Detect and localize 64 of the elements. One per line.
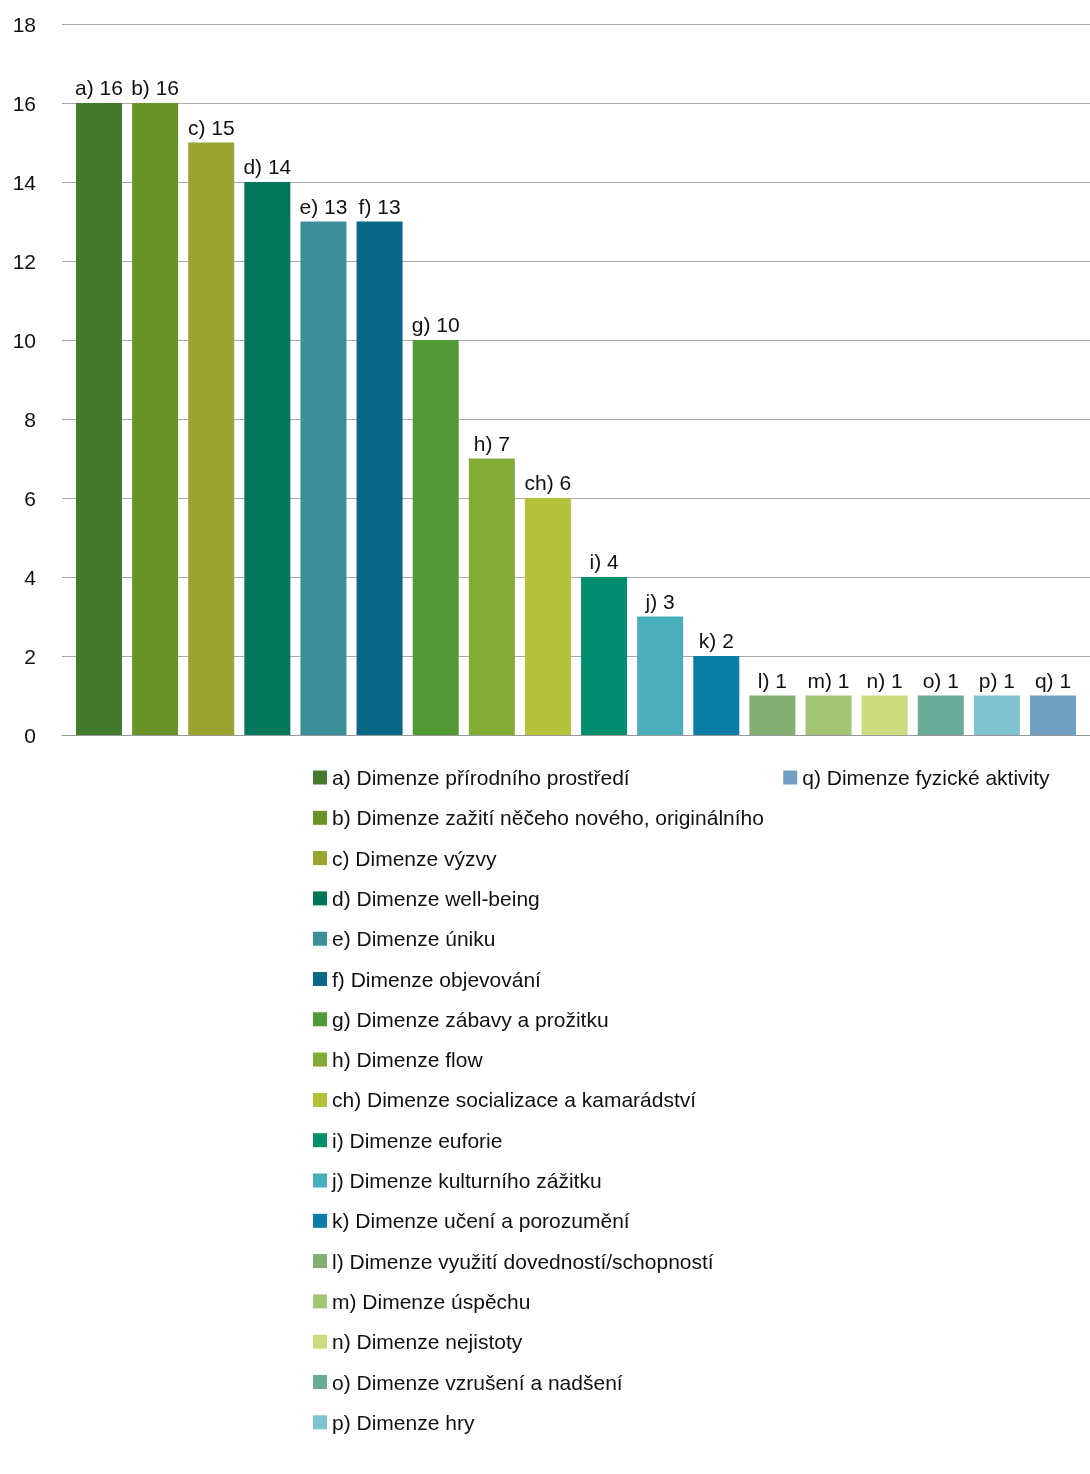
bar (693, 656, 740, 735)
bar (188, 142, 235, 735)
data-label: p) 1 (978, 668, 1015, 692)
y-tick-label: 0 (24, 723, 36, 747)
legend-label: p) Dimenze hry (332, 1410, 475, 1434)
legend-label: ch) Dimenze socializace a kamarádství (332, 1088, 697, 1112)
y-tick-label: 16 (12, 91, 36, 115)
data-label: d) 14 (243, 155, 292, 178)
legend-label: n) Dimenze nejistoty (332, 1330, 523, 1354)
data-label: ch) 6 (524, 471, 572, 494)
bar (75, 103, 122, 735)
bar (132, 103, 179, 735)
bar (917, 695, 964, 735)
data-label: c) 15 (187, 115, 235, 139)
y-tick-label: 12 (12, 249, 36, 273)
bar (468, 458, 515, 735)
legend-label: j) Dimenze kulturního zážitku (331, 1169, 602, 1192)
bar (244, 182, 291, 735)
legend-label: l) Dimenze využití dovedností/schopností (332, 1249, 714, 1273)
bar (749, 695, 796, 735)
y-tick-label: 18 (12, 12, 36, 36)
data-label: i) 4 (589, 550, 619, 573)
y-tick-label: 6 (24, 486, 36, 510)
y-tick-label: 4 (24, 565, 37, 589)
data-label: o) 1 (922, 668, 959, 692)
data-label: e) 13 (299, 194, 348, 218)
bar (861, 695, 908, 735)
bar (805, 695, 852, 735)
legend-label: o) Dimenze vzrušení a nadšení (332, 1370, 623, 1394)
data-label: j) 3 (644, 589, 675, 613)
legend-label: i) Dimenze euforie (332, 1128, 503, 1152)
bar (356, 221, 403, 735)
data-label: k) 2 (698, 629, 734, 652)
y-tick-label: 10 (12, 328, 36, 352)
data-label: n) 1 (866, 668, 903, 692)
data-label: g) 10 (411, 313, 460, 336)
legend-label: h) Dimenze flow (332, 1048, 484, 1072)
bar (300, 221, 347, 735)
legend-label: e) Dimenze úniku (332, 927, 496, 951)
legend-label: q) Dimenze fyzické aktivity (802, 766, 1051, 789)
bar (973, 695, 1020, 735)
y-tick-label: 2 (24, 644, 36, 668)
bar (412, 340, 459, 735)
data-label: l) 1 (757, 668, 788, 692)
data-label: f) 13 (358, 194, 401, 218)
legend-label: b) Dimenze zažití něčeho nového, originálního (332, 806, 764, 830)
y-tick-label: 14 (12, 170, 37, 194)
legend-label: k) Dimenze učení a porozumění (332, 1209, 630, 1233)
legend-label: m) Dimenze úspěchu (332, 1289, 531, 1313)
data-label: m) 1 (807, 668, 850, 692)
data-label: a) 16 (75, 76, 123, 99)
legend-label: a) Dimenze přírodního prostředí (332, 766, 630, 789)
data-label: h) 7 (473, 431, 510, 455)
legend-label: c) Dimenze výzvy (332, 846, 498, 870)
data-label: q) 1 (1034, 668, 1072, 692)
bar (1030, 695, 1077, 735)
legend-label: d) Dimenze well-being (332, 886, 540, 910)
legend-label: g) Dimenze zábavy a prožitku (332, 1007, 609, 1031)
bar (637, 616, 684, 735)
data-label: b) 16 (131, 76, 180, 99)
bar (581, 577, 628, 735)
legend-label: f) Dimenze objevování (332, 967, 542, 991)
y-tick-label: 8 (24, 407, 36, 431)
bar (524, 498, 571, 735)
